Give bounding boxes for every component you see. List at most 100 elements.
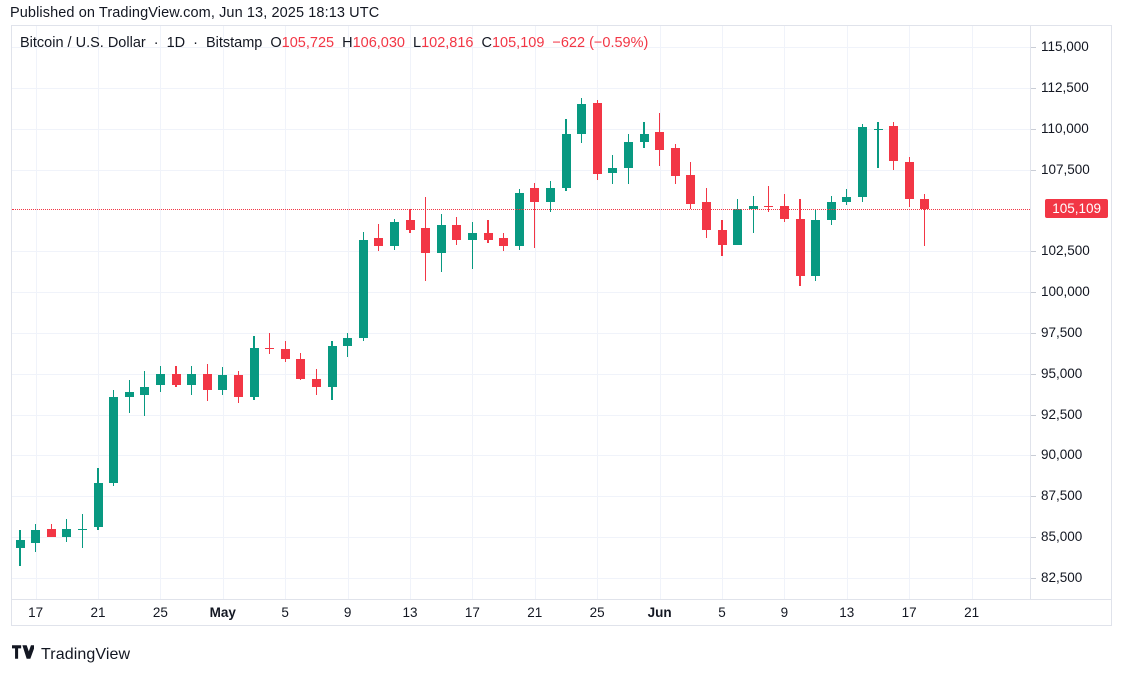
candle-body[interactable] <box>561 133 571 188</box>
candle-body[interactable] <box>701 202 711 231</box>
candle-body[interactable] <box>904 161 914 199</box>
candle-body[interactable] <box>280 349 290 359</box>
candle-body[interactable] <box>436 225 446 253</box>
chart-legend[interactable]: Bitcoin / U.S. Dollar · 1D · Bitstamp O105,72… <box>20 34 648 53</box>
candle-body[interactable] <box>686 174 696 204</box>
candle-body[interactable] <box>311 378 321 387</box>
price-tick-mark <box>1031 88 1036 89</box>
candle-body[interactable] <box>592 102 602 175</box>
price-tick-label: 115,000 <box>1041 39 1089 55</box>
candle-body[interactable] <box>31 530 41 544</box>
candle-body[interactable] <box>623 141 633 168</box>
candle-body[interactable] <box>670 148 680 177</box>
candle-body[interactable] <box>374 238 384 247</box>
candle-body[interactable] <box>405 220 415 231</box>
candle-body[interactable] <box>327 346 337 387</box>
candle-body[interactable] <box>483 233 493 240</box>
gridline-vertical <box>784 26 786 599</box>
legend-low-value: 102,816 <box>421 35 474 51</box>
candle-body[interactable] <box>296 359 306 379</box>
gridline-vertical <box>347 26 349 599</box>
candle-body[interactable] <box>140 386 150 395</box>
gridline-horizontal <box>12 537 1030 538</box>
candle-body[interactable] <box>577 104 587 134</box>
price-tick-mark <box>1031 577 1036 579</box>
candle-wick <box>378 223 380 252</box>
gridline-vertical <box>472 26 474 599</box>
candle-body[interactable] <box>452 225 462 240</box>
time-tick-label: 13 <box>839 605 855 620</box>
candle-body[interactable] <box>358 239 368 338</box>
candle-body[interactable] <box>795 218 805 276</box>
candle-wick <box>534 182 536 248</box>
legend-interval[interactable]: 1D <box>166 35 186 51</box>
price-tick-mark <box>1031 496 1036 498</box>
chart-plot-area[interactable] <box>12 26 1030 599</box>
price-tick-mark <box>1031 537 1036 538</box>
candle-body[interactable] <box>499 238 509 247</box>
candle-body[interactable] <box>639 133 649 142</box>
legend-open-key: O <box>270 35 282 51</box>
candle-body[interactable] <box>265 347 275 350</box>
candle-body[interactable] <box>545 187 555 203</box>
candle-body[interactable] <box>873 128 883 131</box>
gridline-vertical <box>98 26 99 599</box>
candle-body[interactable] <box>514 192 524 247</box>
candle-wick <box>752 195 754 234</box>
candle-body[interactable] <box>811 220 821 276</box>
candle-body[interactable] <box>187 373 197 386</box>
price-tick-mark <box>1031 292 1036 294</box>
candle-body[interactable] <box>218 375 228 391</box>
legend-symbol[interactable]: Bitcoin / U.S. Dollar <box>20 35 146 51</box>
time-scale-axis[interactable]: 17 21 25 May 5 9 13 17 21 25 Jun 5 9 13 17 21 <box>12 599 1111 625</box>
candle-body[interactable] <box>233 375 243 397</box>
candle-body[interactable] <box>93 483 103 528</box>
price-tick-label: 82,500 <box>1041 569 1083 585</box>
price-tick-mark <box>1031 47 1036 49</box>
candle-body[interactable] <box>389 221 399 247</box>
candle-wick <box>768 186 770 213</box>
candle-body[interactable] <box>655 132 665 151</box>
legend-exchange[interactable]: Bitstamp <box>205 35 263 51</box>
candle-body[interactable] <box>764 205 774 208</box>
candle-body[interactable] <box>733 208 743 245</box>
candle-body[interactable] <box>842 197 852 203</box>
candle-body[interactable] <box>857 127 867 198</box>
candle-body[interactable] <box>889 125 899 162</box>
candle-body[interactable] <box>748 205 758 209</box>
candle-body[interactable] <box>202 373 212 390</box>
gridline-vertical <box>597 26 599 599</box>
legend-close-key: C <box>481 35 492 51</box>
price-scale-axis[interactable]: 115,000 112,500 110,000 107,500 102,500 100,0… <box>1030 26 1111 599</box>
candle-body[interactable] <box>608 168 618 173</box>
candle-body[interactable] <box>826 202 836 221</box>
price-tick-label: 112,500 <box>1041 80 1089 95</box>
candle-body[interactable] <box>155 373 165 386</box>
candle-body[interactable] <box>77 528 87 531</box>
time-tick-label: 5 <box>718 605 726 620</box>
candle-wick <box>877 122 879 168</box>
candle-body[interactable] <box>171 373 181 386</box>
price-tick-label: 85,000 <box>1041 529 1083 544</box>
candle-body[interactable] <box>779 205 789 219</box>
gridline-horizontal <box>12 373 1030 375</box>
candle-body[interactable] <box>467 233 477 240</box>
candle-wick <box>81 514 84 549</box>
candle-body[interactable] <box>421 228 431 253</box>
candle-body[interactable] <box>15 540 25 549</box>
tradingview-brand-name: TradingView <box>41 646 131 663</box>
price-tick-label: 90,000 <box>1041 447 1083 463</box>
candle-body[interactable] <box>62 528 72 537</box>
legend-open-value: 105,725 <box>281 35 335 51</box>
candle-body[interactable] <box>249 347 259 397</box>
gridline-horizontal <box>12 251 1030 253</box>
time-tick-label: 17 <box>901 605 917 620</box>
candle-body[interactable] <box>109 396 119 484</box>
candle-body[interactable] <box>343 337 353 346</box>
candle-body[interactable] <box>717 230 727 245</box>
candle-body[interactable] <box>124 391 134 397</box>
candle-body[interactable] <box>46 528 56 537</box>
candle-body[interactable] <box>530 187 540 203</box>
candle-body[interactable] <box>920 198 930 209</box>
gridline-horizontal <box>12 292 1030 294</box>
